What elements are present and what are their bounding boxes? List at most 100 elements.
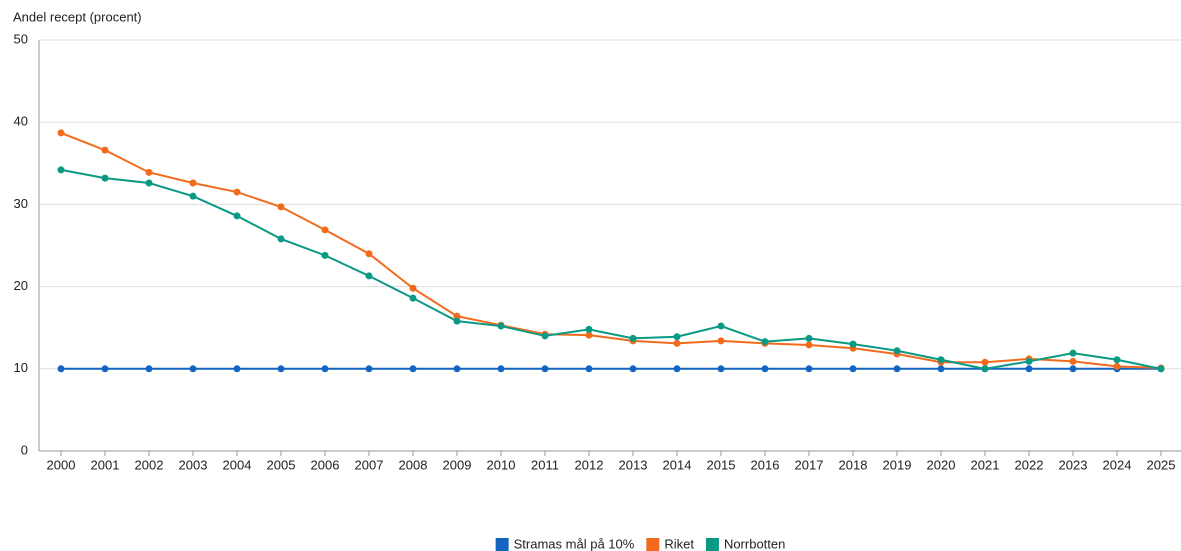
point xyxy=(629,365,637,373)
point xyxy=(101,174,109,182)
x-tick-label: 2013 xyxy=(619,457,648,472)
x-tick-label: 2001 xyxy=(91,457,120,472)
x-tick-label: 2004 xyxy=(223,457,252,472)
x-tick-label: 2015 xyxy=(707,457,736,472)
x-tick-label: 2012 xyxy=(575,457,604,472)
point xyxy=(805,341,813,349)
point xyxy=(453,312,461,320)
point xyxy=(1113,356,1121,364)
x-tick-label: 2000 xyxy=(47,457,76,472)
y-tick-label: 0 xyxy=(21,442,28,457)
x-tick-label: 2022 xyxy=(1015,457,1044,472)
point xyxy=(409,365,417,373)
point xyxy=(673,339,681,347)
x-tick-label: 2009 xyxy=(443,457,472,472)
point xyxy=(1069,365,1077,373)
point xyxy=(233,365,241,373)
point xyxy=(717,322,725,330)
point xyxy=(585,331,593,339)
point xyxy=(145,365,153,373)
point xyxy=(189,179,197,187)
series-line xyxy=(60,168,1162,370)
point xyxy=(981,365,989,373)
point xyxy=(805,365,813,373)
point xyxy=(57,166,65,174)
x-tick-label: 2010 xyxy=(487,457,516,472)
point xyxy=(717,337,725,345)
point xyxy=(497,365,505,373)
point xyxy=(893,347,901,355)
x-tick-label: 2023 xyxy=(1059,457,1088,472)
point xyxy=(57,365,65,373)
point xyxy=(453,317,461,325)
point xyxy=(1113,362,1121,370)
x-tick-label: 2019 xyxy=(883,457,912,472)
point xyxy=(497,322,505,330)
y-tick-label: 30 xyxy=(14,196,28,211)
point xyxy=(541,365,549,373)
legend-swatch xyxy=(495,538,509,551)
point xyxy=(805,334,813,342)
x-tick-label: 2024 xyxy=(1103,457,1132,472)
point xyxy=(365,272,373,280)
point xyxy=(277,235,285,243)
point xyxy=(145,179,153,187)
point xyxy=(409,284,417,292)
point xyxy=(57,129,65,137)
y-tick-label: 20 xyxy=(14,278,28,293)
point xyxy=(585,325,593,333)
series-line xyxy=(60,131,1162,369)
legend-label: Norrbotten xyxy=(724,536,785,551)
point xyxy=(937,365,945,373)
y-tick-label: 50 xyxy=(14,31,28,46)
x-tick-label: 2006 xyxy=(311,457,340,472)
x-tick-label: 2011 xyxy=(531,457,559,472)
legend-label: Stramas mål på 10% xyxy=(514,536,635,551)
point xyxy=(277,365,285,373)
point xyxy=(673,365,681,373)
point xyxy=(849,365,857,373)
x-tick-label: 2020 xyxy=(927,457,956,472)
x-tick-label: 2016 xyxy=(751,457,780,472)
point xyxy=(673,333,681,341)
point xyxy=(453,365,461,373)
point xyxy=(761,338,769,346)
point xyxy=(937,356,945,364)
point xyxy=(233,188,241,196)
x-tick-label: 2021 xyxy=(971,457,1000,472)
x-tick-label: 2002 xyxy=(135,457,164,472)
point xyxy=(1025,365,1033,373)
point xyxy=(365,365,373,373)
legend-swatch xyxy=(705,538,719,551)
point xyxy=(365,250,373,258)
point xyxy=(1025,357,1033,365)
x-tick-label: 2025 xyxy=(1147,457,1176,472)
point xyxy=(321,251,329,259)
point xyxy=(717,365,725,373)
legend-label: Riket xyxy=(664,536,694,551)
x-tick-label: 2014 xyxy=(663,457,692,472)
x-tick-label: 2005 xyxy=(267,457,296,472)
point xyxy=(101,365,109,373)
y-tick-label: 10 xyxy=(14,360,28,375)
point xyxy=(849,340,857,348)
point xyxy=(321,365,329,373)
point xyxy=(101,146,109,154)
point xyxy=(629,334,637,342)
point xyxy=(189,192,197,200)
x-tick-label: 2008 xyxy=(399,457,428,472)
point xyxy=(541,332,549,340)
legend-swatch xyxy=(646,538,660,551)
point xyxy=(321,226,329,234)
point xyxy=(761,365,769,373)
point xyxy=(145,168,153,176)
point xyxy=(1069,357,1077,365)
point xyxy=(409,294,417,302)
point xyxy=(893,365,901,373)
point xyxy=(585,365,593,373)
point xyxy=(189,365,197,373)
point xyxy=(1069,349,1077,357)
y-axis-title: Andel recept (procent) xyxy=(13,9,142,24)
x-tick-label: 2007 xyxy=(355,457,384,472)
